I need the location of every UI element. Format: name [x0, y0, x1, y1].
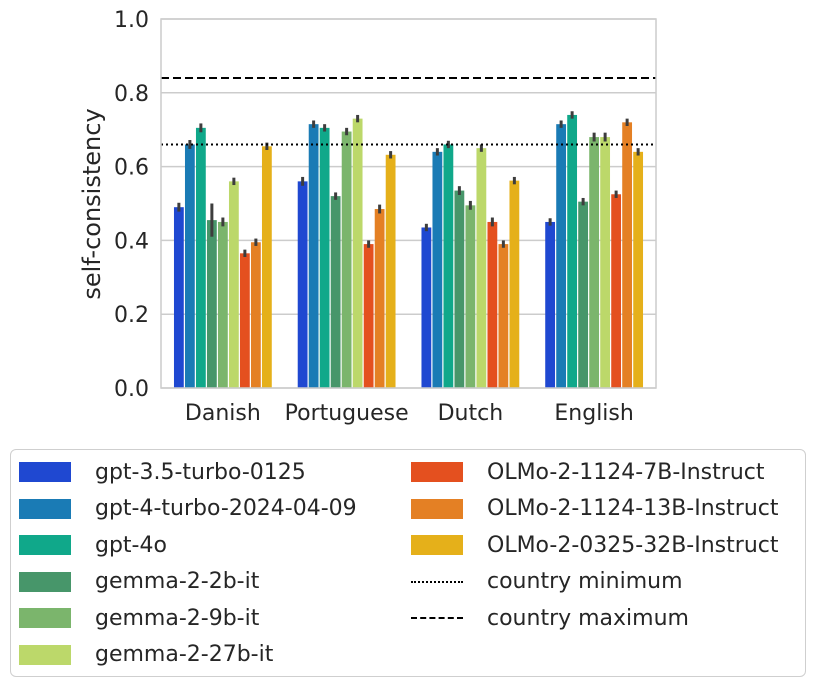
- legend-label: OLMo-2-0325-32B-Instruct: [487, 532, 779, 558]
- bar: [454, 190, 465, 388]
- bar: [578, 201, 589, 388]
- reference-lines: [161, 77, 656, 146]
- y-tick-label: 1.0: [114, 8, 149, 33]
- y-tick-labels: 0.0 0.2 0.4 0.6 0.8 1.0: [114, 8, 149, 402]
- bar: [250, 242, 261, 388]
- legend-label: country maximum: [487, 605, 689, 631]
- bar: [297, 181, 308, 388]
- legend-swatch: [19, 535, 71, 555]
- legend-swatch: [411, 498, 463, 519]
- bar: [352, 118, 363, 388]
- legend-item: gpt-4o: [19, 528, 167, 562]
- bar: [443, 144, 454, 388]
- bar: [567, 114, 578, 388]
- y-tick-label: 0.2: [114, 303, 149, 328]
- x-tick-label: Portuguese: [285, 401, 409, 426]
- y-tick-label: 0.6: [114, 156, 149, 181]
- legend-label: gpt-4-turbo-2024-04-09: [95, 496, 357, 521]
- legend-item: gpt-3.5-turbo-0125: [19, 455, 306, 489]
- bar: [465, 205, 476, 388]
- bar: [195, 127, 206, 388]
- bar: [622, 122, 633, 388]
- bar: [206, 220, 217, 388]
- legend-label: gpt-4o: [95, 532, 167, 558]
- bar: [498, 244, 509, 388]
- bar: [432, 151, 443, 388]
- bar: [374, 209, 385, 388]
- legend-swatch: [19, 644, 71, 665]
- legend-label: country minimum: [487, 569, 683, 594]
- y-axis-label: self-consistency: [78, 108, 106, 299]
- legend-swatch: [411, 535, 463, 555]
- bar: [239, 253, 250, 388]
- bar: [261, 146, 272, 388]
- legend-item: gemma-2-9b-it: [19, 601, 259, 635]
- legend-item: OLMo-2-1124-7B-Instruct: [411, 455, 764, 489]
- legend-item: gpt-4-turbo-2024-04-09: [19, 492, 357, 526]
- bar: [308, 124, 319, 388]
- bar: [633, 151, 644, 388]
- bar: [330, 196, 341, 388]
- bar: [228, 181, 239, 388]
- plot-frame: [160, 18, 657, 389]
- legend-item: country minimum: [411, 565, 683, 599]
- legend-item: OLMo-2-0325-32B-Instruct: [411, 528, 778, 562]
- legend-swatch: [19, 571, 71, 592]
- bar: [476, 148, 487, 388]
- legend-label: gemma-2-27b-it: [95, 642, 274, 667]
- legend-label: OLMo-2-1124-7B-Instruct: [487, 459, 765, 485]
- y-tick-label: 0.4: [114, 229, 149, 254]
- legend: gpt-3.5-turbo-0125 gpt-4-turbo-2024-04-09…: [10, 449, 806, 677]
- bar: [173, 207, 184, 388]
- x-tick-labels: Danish Portuguese Dutch English: [185, 401, 634, 426]
- legend-swatch: [19, 498, 71, 519]
- bar: [545, 221, 556, 388]
- bar: [217, 221, 228, 388]
- legend-swatch: [19, 608, 71, 628]
- bar: [363, 244, 374, 388]
- bar: [589, 137, 600, 388]
- bar: [600, 137, 611, 388]
- legend-label: gemma-2-2b-it: [95, 569, 260, 594]
- bar: [341, 131, 352, 389]
- legend-item: gemma-2-27b-it: [19, 638, 273, 672]
- legend-label: gemma-2-9b-it: [95, 605, 260, 631]
- bar-chart: 0.0 0.2 0.4 0.6 0.8 1.0 Danish Portuguese Dutch…: [78, 8, 657, 426]
- x-tick-label: Danish: [185, 401, 261, 426]
- bar: [509, 180, 520, 388]
- bar: [611, 194, 622, 388]
- legend-swatch: [19, 462, 71, 482]
- legend-label: OLMo-2-1124-13B-Instruct: [487, 496, 779, 521]
- legend-swatch: [411, 462, 463, 482]
- x-tick-label: English: [554, 401, 633, 426]
- legend-item: OLMo-2-1124-13B-Instruct: [411, 492, 778, 526]
- y-tick-label: 0.0: [114, 377, 149, 402]
- legend-line-marker: [411, 617, 463, 619]
- bars: [173, 111, 644, 389]
- bar: [319, 127, 330, 388]
- bar: [421, 227, 432, 388]
- legend-label: gpt-3.5-turbo-0125: [95, 459, 306, 485]
- legend-item: country maximum: [411, 601, 689, 635]
- bar: [487, 221, 498, 388]
- bar: [385, 154, 396, 388]
- legend-item: gemma-2-2b-it: [19, 565, 259, 599]
- y-tick-label: 0.8: [114, 82, 149, 107]
- bar: [184, 144, 195, 388]
- legend-line-marker: [411, 580, 463, 583]
- x-tick-label: Dutch: [438, 401, 504, 426]
- bar: [556, 124, 567, 388]
